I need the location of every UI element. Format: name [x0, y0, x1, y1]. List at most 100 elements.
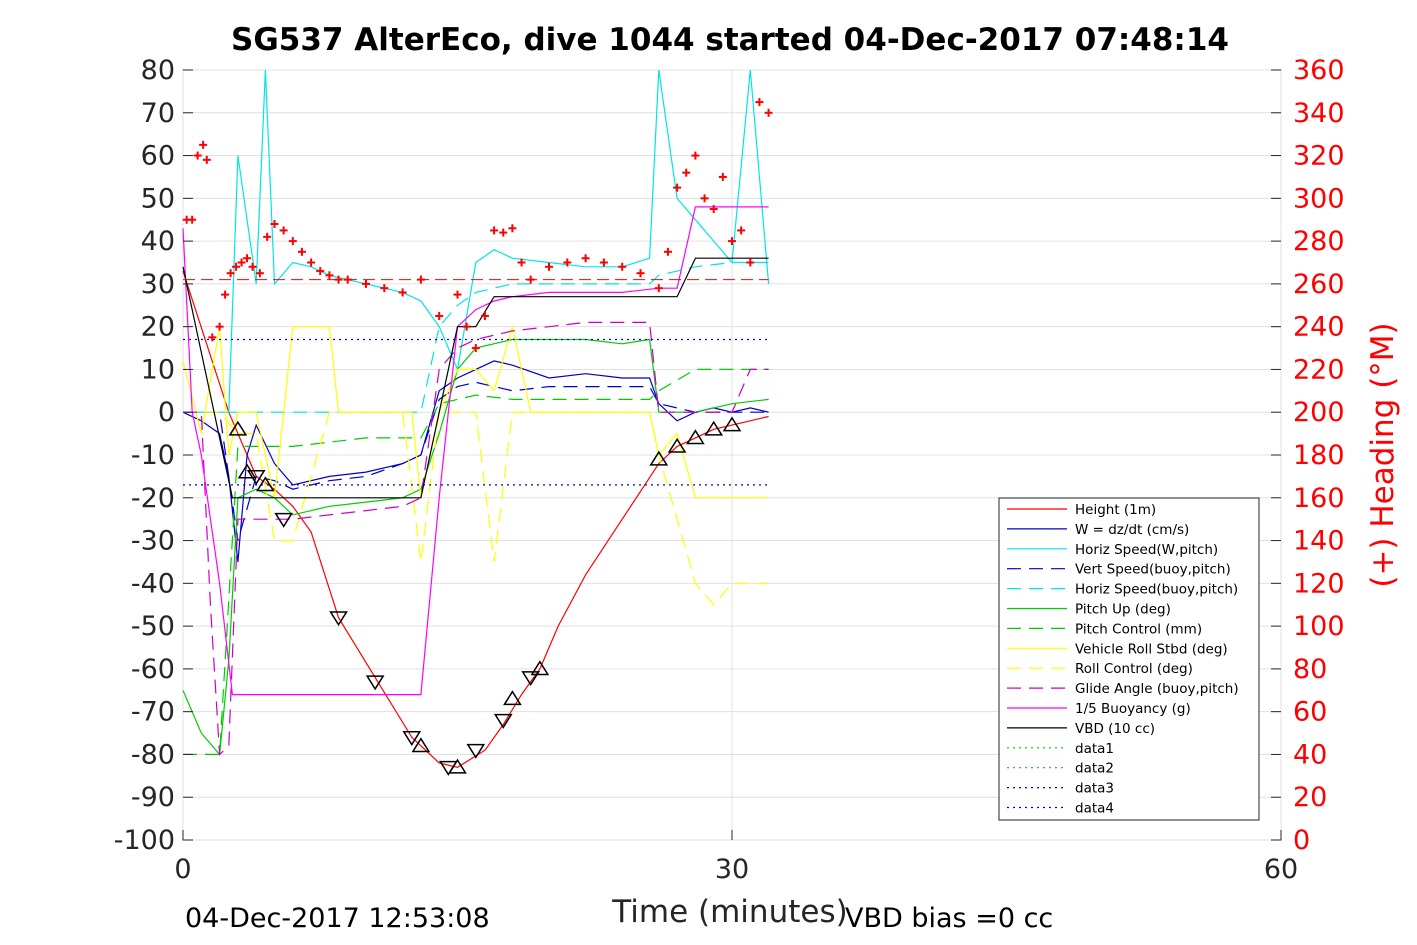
legend-label-12: VBD (10 cc)	[1075, 721, 1155, 737]
legend-label-2: W = dz/dt (cm/s)	[1075, 522, 1189, 538]
heading-point	[746, 258, 755, 267]
footer-vbd-bias: VBD bias =0 cc	[845, 903, 1053, 934]
right-tick-label: 20	[1293, 782, 1327, 813]
right-tick-label: 260	[1293, 269, 1345, 300]
heading-point	[718, 172, 727, 181]
legend-label-6: Pitch Up (deg)	[1075, 602, 1171, 618]
heading-point	[226, 269, 235, 278]
legend-label-5: Horiz Speed(buoy,pitch)	[1075, 582, 1238, 598]
heading-point	[700, 194, 709, 203]
right-tick-label: 40	[1293, 739, 1327, 770]
legend-label-3: Horiz Speed(W,pitch)	[1075, 542, 1218, 558]
heading-point	[255, 269, 264, 278]
left-tick-label: -100	[114, 825, 175, 856]
left-tick-label: -40	[131, 568, 175, 599]
heading-point	[508, 224, 517, 233]
right-tick-label: 300	[1293, 183, 1345, 214]
left-tick-label: 0	[158, 397, 175, 428]
left-tick-label: 70	[141, 98, 175, 129]
legend-label-4: Vert Speed(buoy,pitch)	[1075, 562, 1231, 578]
series-line-10	[183, 321, 769, 756]
chart-title: SG537 AlterEco, dive 1044 started 04-Dec…	[231, 22, 1229, 58]
marker-triangle-up	[530, 660, 550, 676]
series-layer	[182, 69, 770, 768]
left-tick-label: 40	[141, 226, 175, 257]
heading-point	[599, 258, 608, 267]
left-tick-label: -90	[131, 782, 175, 813]
marker-triangle-down	[466, 743, 486, 759]
right-axis-label: (+) Heading (°M)	[1365, 322, 1401, 587]
legend-label-13: data1	[1075, 741, 1114, 757]
legend-label-15: data3	[1075, 781, 1114, 797]
series-line-11	[182, 206, 769, 696]
legend: Height (1m) W = dz/dt (cm/s) Horiz Speed(W…	[998, 497, 1260, 821]
heading-point	[471, 344, 480, 353]
heading-point	[297, 247, 306, 256]
heading-point	[453, 290, 462, 299]
right-tick-label: 120	[1293, 568, 1345, 599]
heading-point	[581, 254, 590, 263]
marker-triangle-up	[649, 450, 669, 466]
left-tick-label: 10	[141, 354, 175, 385]
left-tick-label: 20	[141, 312, 175, 343]
legend-label-10: Glide Angle (buoy,pitch)	[1075, 681, 1239, 697]
x-tick-label: 60	[1264, 854, 1298, 885]
legend-box	[998, 497, 1260, 821]
right-tick-label: 280	[1293, 226, 1345, 257]
x-axis-label: Time (minutes)	[611, 894, 847, 930]
heading-point	[737, 226, 746, 235]
series-line-2	[182, 360, 769, 562]
marker-triangle-up	[255, 476, 275, 492]
heading-point	[526, 275, 535, 284]
right-tick-label: 0	[1293, 825, 1310, 856]
right-tick-label: 180	[1293, 440, 1345, 471]
right-tick-label: 200	[1293, 397, 1345, 428]
marker-triangle-up	[704, 420, 724, 436]
heading-point	[237, 258, 246, 267]
heading-point	[193, 151, 202, 160]
heading-point	[682, 168, 691, 177]
legend-label-9: Roll Control (deg)	[1075, 661, 1193, 677]
heading-point	[248, 262, 257, 271]
heading-point	[764, 108, 773, 117]
right-tick-label: 80	[1293, 654, 1327, 685]
series-line-7	[183, 368, 769, 756]
heading-point	[545, 262, 553, 271]
heading-point	[499, 228, 508, 237]
heading-point	[435, 311, 444, 320]
heading-point	[288, 237, 297, 246]
heading-point	[636, 269, 645, 278]
heading-point	[462, 322, 471, 331]
heading-point	[270, 220, 279, 228]
left-tick-label: -50	[131, 611, 175, 642]
heading-point	[480, 311, 489, 320]
heading-point	[325, 271, 334, 280]
heading-point	[490, 226, 499, 235]
heading-point	[334, 275, 343, 284]
marker-triangle-down	[521, 671, 541, 687]
heading-point	[618, 262, 627, 271]
heading-point	[398, 288, 407, 297]
heading-point	[263, 232, 272, 241]
heading-point	[221, 290, 230, 299]
marker-triangle-up	[411, 737, 431, 753]
heading-point	[232, 262, 241, 271]
heading-point	[663, 247, 672, 256]
series-line-9	[183, 411, 769, 606]
marker-triangle-down	[402, 730, 422, 746]
left-tick-label: -30	[131, 526, 175, 557]
right-tick-label: 240	[1293, 312, 1345, 343]
right-axis: 3603403203002802602402202001801601401201…	[1271, 55, 1345, 856]
left-axis: 80 70 60 50 40 30 20 10 0 -10 -20 -30 -40 -50 -60 -70 -8…	[114, 55, 193, 856]
left-tick-label: 80	[141, 55, 175, 86]
marker-triangle-down	[274, 512, 294, 528]
legend-label-11: 1/5 Buoyancy (g)	[1075, 701, 1191, 717]
heading-point	[362, 279, 370, 288]
marker-triangle-up	[686, 429, 705, 445]
legend-label-16: data4	[1075, 801, 1114, 817]
plot-area: 80706050403020100-10-20-30-40-50-60-70-8…	[114, 55, 1345, 885]
heading-point	[755, 98, 764, 107]
marker-triangle-up	[237, 463, 257, 479]
legend-label-14: data2	[1075, 761, 1114, 777]
marker-triangle-up	[448, 758, 467, 774]
